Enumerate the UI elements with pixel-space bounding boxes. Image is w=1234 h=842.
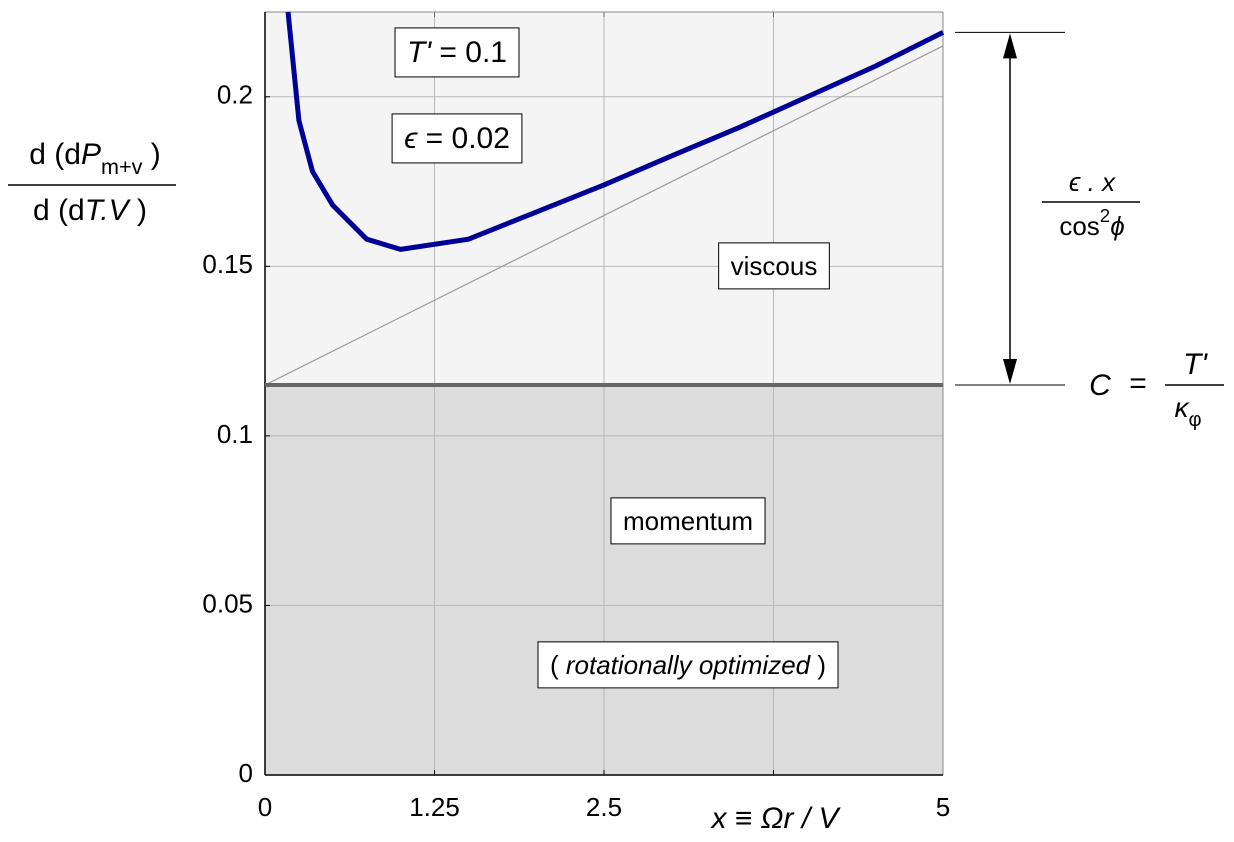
viscous-term-denominator-part: ϕ [1110,211,1124,241]
viscous-line [264,45,944,386]
y-label-numerator-part: m+v [101,154,143,179]
y-tick-label: 0.05 [202,588,253,618]
y-label-numerator-part: P [81,138,101,171]
viscous-label-part: viscous [731,251,818,281]
optimized-label-part: ( [550,650,566,680]
label-box [610,497,766,545]
y-label-denominator-part: ) [129,194,147,227]
y-label-numerator-part: ) [142,138,160,171]
viscous-label: viscous [731,251,818,281]
arrow-head [1003,359,1017,385]
epsilon-label-part: ϵ [404,122,418,155]
y-tick-label: 0 [239,758,253,788]
constant-denominator-part: φ [1188,409,1201,431]
viscous-term-denominator-part: cos [1059,211,1099,241]
viscous-term-numerator-part: ϵ . x [1069,167,1116,197]
constant-eq-part: = [1129,367,1147,400]
constant-numerator: T' [1183,348,1208,381]
constant-numerator-part: T' [1183,348,1208,381]
t-prime-label: T' = 0.1 [407,36,507,69]
viscous-term-denominator-part: 2 [1100,205,1110,226]
label-box [537,641,839,689]
viscous-term-numerator: ϵ . x [1069,167,1116,197]
y-label-numerator-part: d (d [29,138,81,171]
x-tick-label: 0 [258,792,272,822]
constant-denominator-part: κ [1174,392,1190,423]
x-tick-label: 2.5 [586,792,622,822]
y-label-denominator-part: T.V [85,194,132,227]
momentum-label: momentum [623,506,753,536]
y-label-denominator-part: d (d [33,194,85,227]
optimized-label: ( rotationally optimized ) [550,650,826,680]
constant-denominator: κφ [1174,392,1201,431]
epsilon-label: ϵ = 0.02 [404,122,510,155]
optimized-label-part: rotationally optimized [566,650,812,680]
optimized-label-part: ) [810,650,826,680]
t-prime-label-part: = 0.1 [431,36,507,69]
y-tick-label: 0.15 [202,249,253,279]
label-box [718,242,830,290]
y-tick-label: 0.2 [217,80,253,110]
viscous-term-denominator: cos2ϕ [1059,205,1124,240]
epsilon-label-part: = 0.02 [417,122,510,155]
y-label-numerator: d (dPm+v ) [29,138,160,179]
label-box [394,27,520,78]
t-prime-label-part: T' [407,36,432,69]
x-tick-label: 5 [936,792,950,822]
momentum-label-part: momentum [623,506,753,536]
arrow-head [1003,33,1017,59]
y-tick-label: 0.1 [217,419,253,449]
constant-lhs-part: C [1089,369,1111,402]
constant-lhs: C [1089,369,1111,402]
label-box [391,113,523,164]
total-curve [285,11,945,252]
x-axis-label: x ≡ Ωr / V [709,802,841,835]
y-label-denominator: d (dT.V ) [33,194,147,227]
constant-eq: = [1129,367,1147,400]
x-tick-label: 1.25 [409,792,460,822]
